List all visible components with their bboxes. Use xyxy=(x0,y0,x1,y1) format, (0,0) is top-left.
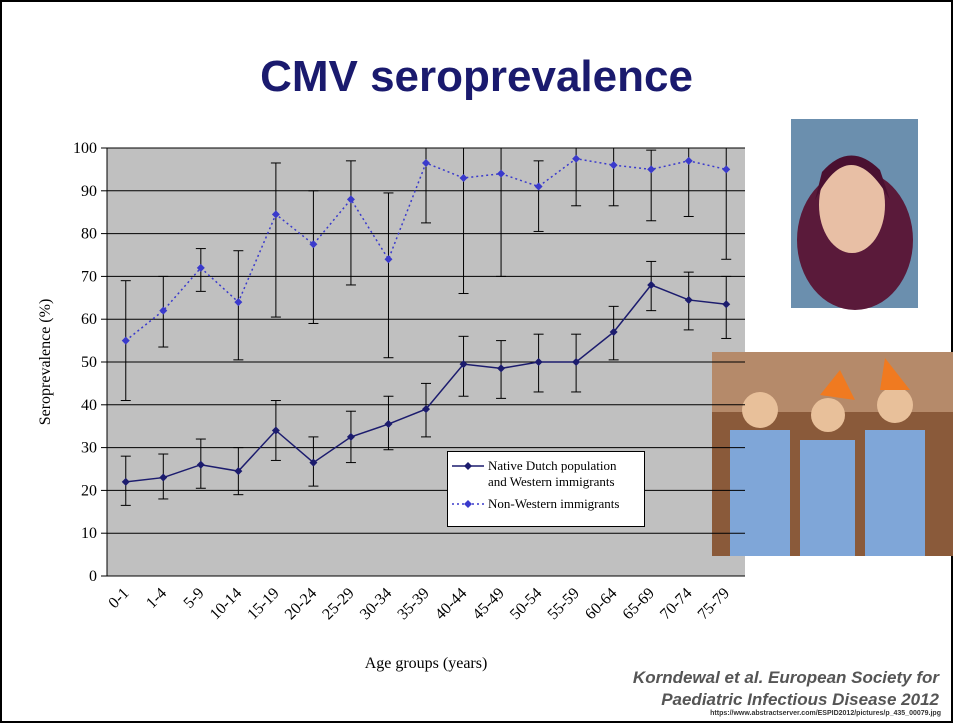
data-point xyxy=(422,158,430,167)
data-point xyxy=(234,467,243,476)
legend-swatch xyxy=(452,500,484,508)
x-tick-label: 45-49 xyxy=(469,585,507,623)
source-url: https://www.abstractserver.com/ESPID2012… xyxy=(710,710,941,717)
x-tick-label: 25-29 xyxy=(319,585,357,623)
y-tick-label: 100 xyxy=(73,140,97,157)
data-point xyxy=(722,165,731,174)
y-tick-label: 0 xyxy=(89,568,97,585)
legend-label: Non-Western immigrants xyxy=(488,496,620,511)
legend-marker xyxy=(464,500,472,508)
x-tick-label: 60-64 xyxy=(582,585,620,623)
data-point xyxy=(384,255,393,264)
data-point xyxy=(271,210,280,219)
data-point xyxy=(609,328,618,337)
data-point xyxy=(647,280,656,289)
data-point xyxy=(422,405,430,414)
data-point xyxy=(271,426,280,435)
data-point xyxy=(572,358,581,366)
x-tick-label: 5-9 xyxy=(181,585,208,612)
data-point xyxy=(497,364,506,373)
x-axis-label: Age groups (years) xyxy=(365,655,488,672)
data-point xyxy=(534,358,543,366)
x-tick-label: 65-69 xyxy=(620,585,658,623)
data-point xyxy=(459,360,468,369)
data-point xyxy=(196,460,205,469)
y-tick-label: 90 xyxy=(81,183,97,200)
data-point xyxy=(196,263,205,272)
photo-crowd xyxy=(712,352,953,556)
x-tick-label: 0-1 xyxy=(105,585,132,612)
x-tick-label: 70-74 xyxy=(657,585,695,623)
data-point xyxy=(684,295,693,304)
data-point xyxy=(722,300,731,309)
y-tick-label: 10 xyxy=(81,525,97,542)
citation: Korndewal et al. European Society for Pa… xyxy=(632,668,939,709)
data-point xyxy=(121,336,130,345)
data-point xyxy=(572,154,581,163)
x-tick-label: 55-59 xyxy=(545,585,583,623)
data-point xyxy=(121,477,130,486)
y-tick-label: 50 xyxy=(81,354,97,371)
legend-swatch xyxy=(452,462,484,470)
data-point xyxy=(234,298,243,307)
x-tick-label: 30-34 xyxy=(357,585,395,623)
data-point xyxy=(609,161,618,170)
data-point xyxy=(346,195,355,204)
y-axis-label: Seroprevalence (%) xyxy=(37,299,54,426)
y-tick-label: 60 xyxy=(81,311,97,328)
legend-item: Native Dutch population and Western immi… xyxy=(448,458,638,490)
slide-title: CMV seroprevalence xyxy=(260,52,693,101)
data-point xyxy=(309,458,318,467)
legend-item: Non-Western immigrants xyxy=(448,496,638,512)
x-tick-label: 35-39 xyxy=(394,585,432,623)
x-tick-label: 40-44 xyxy=(432,585,470,623)
photo-woman xyxy=(791,119,918,310)
x-tick-label: 15-19 xyxy=(244,585,282,623)
y-tick-label: 30 xyxy=(81,440,97,457)
x-tick-label: 50-54 xyxy=(507,585,545,623)
data-point xyxy=(459,173,468,182)
data-point xyxy=(647,165,656,174)
y-tick-label: 40 xyxy=(81,397,97,414)
data-point xyxy=(309,240,318,249)
data-point xyxy=(159,473,168,482)
legend: Native Dutch population and Western immi… xyxy=(447,451,645,527)
data-point xyxy=(497,169,506,178)
y-tick-label: 70 xyxy=(81,268,97,285)
data-point xyxy=(159,306,168,315)
data-point xyxy=(534,182,543,191)
y-tick-label: 80 xyxy=(81,226,97,243)
data-point xyxy=(684,156,693,165)
data-point xyxy=(346,432,355,441)
x-tick-label: 1-4 xyxy=(143,585,170,612)
y-tick-label: 20 xyxy=(81,482,97,499)
legend-label: Native Dutch population and Western immi… xyxy=(488,458,617,489)
x-tick-label: 75-79 xyxy=(695,585,733,623)
data-point xyxy=(384,420,393,429)
x-tick-label: 20-24 xyxy=(282,585,320,623)
legend-marker xyxy=(464,462,472,470)
x-tick-label: 10-14 xyxy=(207,585,245,623)
